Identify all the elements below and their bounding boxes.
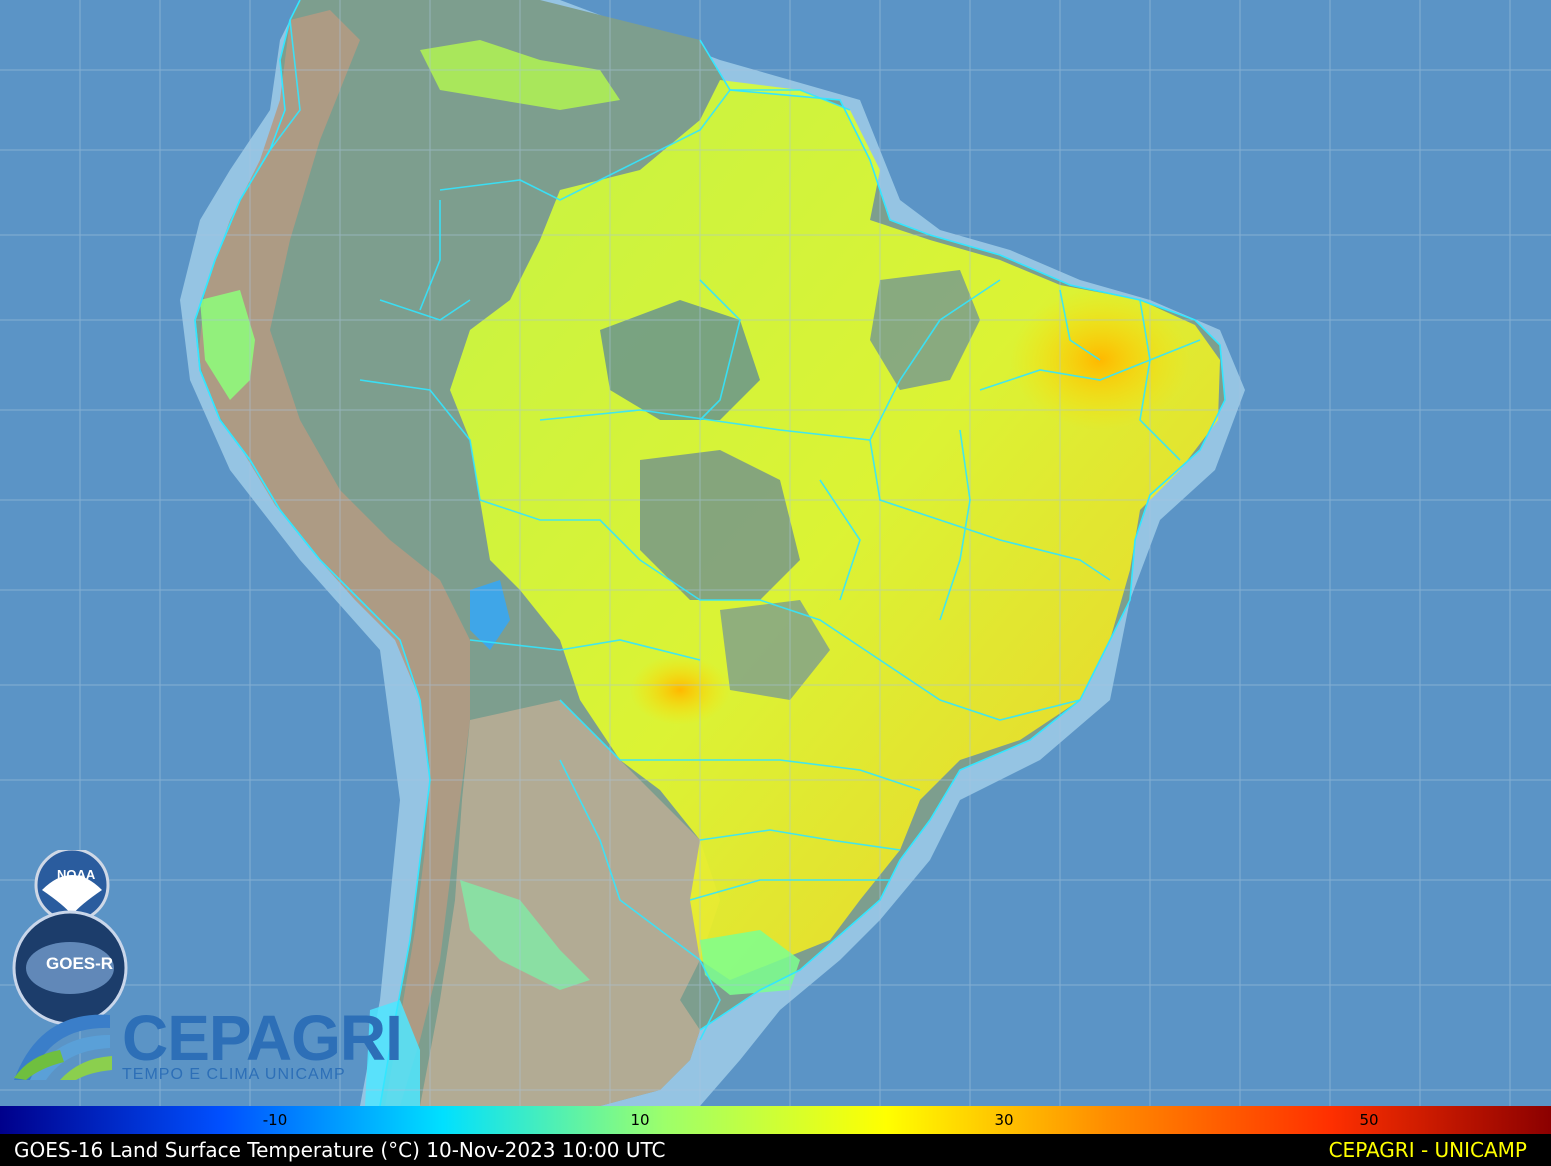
andes-relief bbox=[198, 10, 470, 1106]
lst-cold-patagonia bbox=[365, 1000, 420, 1106]
logo-block bbox=[12, 850, 128, 1080]
cepagri-swoosh-2-icon bbox=[30, 1035, 110, 1080]
goes-logo-label: GOES-R bbox=[46, 954, 114, 973]
colorbar-tick: 30 bbox=[994, 1111, 1014, 1129]
colorbar-tick: -10 bbox=[262, 1111, 288, 1129]
cepagri-swoosh-4-icon bbox=[60, 1056, 112, 1080]
lst-gap-clouds-4 bbox=[720, 600, 830, 700]
map-title: GOES-16 Land Surface Temperature (°C) 10… bbox=[14, 1138, 666, 1162]
colorbar-tick: 50 bbox=[1359, 1111, 1379, 1129]
noaa-bird-icon bbox=[42, 875, 102, 915]
lst-gap-clouds-1 bbox=[600, 300, 760, 420]
cepagri-logo-tagline: TEMPO E CLIMA UNICAMP bbox=[122, 1066, 346, 1083]
lst-gap-clouds-3 bbox=[870, 270, 980, 390]
state-borders bbox=[194, 19, 1201, 1041]
lst-gap-clouds-2 bbox=[640, 450, 800, 600]
coastline bbox=[194, 0, 431, 1106]
lst-cool-south bbox=[700, 930, 800, 995]
goes-globe-icon bbox=[26, 942, 114, 994]
footer-bar: GOES-16 Land Surface Temperature (°C) 10… bbox=[0, 1134, 1551, 1166]
coastline-east bbox=[699, 39, 1226, 1031]
map-credit: CEPAGRI - UNICAMP bbox=[1328, 1138, 1527, 1162]
lst-cold-altiplano bbox=[470, 580, 510, 650]
southern-plains bbox=[420, 700, 720, 1106]
lst-hotspot-central bbox=[630, 655, 730, 725]
lst-cool-west-coast bbox=[200, 290, 255, 400]
lst-cool-argentina bbox=[460, 880, 590, 990]
noaa-logo-label: NOAA bbox=[57, 867, 96, 882]
cepagri-logo-name: CEPAGRI bbox=[122, 1002, 403, 1074]
cepagri-swoosh-3-icon bbox=[14, 1050, 64, 1080]
lst-overlay-brazil bbox=[450, 80, 1220, 980]
colorbar bbox=[0, 1106, 1551, 1134]
colorbar-tick: 10 bbox=[630, 1111, 650, 1129]
map-canvas bbox=[0, 0, 1551, 1106]
